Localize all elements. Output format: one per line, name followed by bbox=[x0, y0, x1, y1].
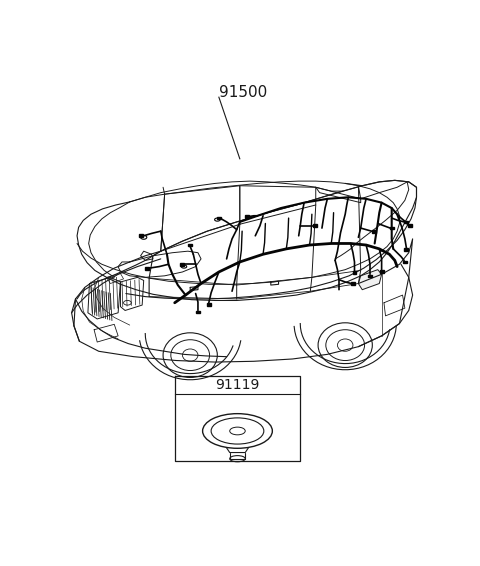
Text: 91119: 91119 bbox=[216, 378, 260, 392]
Bar bbox=[180, 263, 184, 265]
Bar bbox=[351, 282, 355, 285]
Bar bbox=[245, 215, 249, 218]
Bar bbox=[403, 261, 407, 263]
Text: 91500: 91500 bbox=[219, 85, 267, 100]
Polygon shape bbox=[359, 269, 382, 290]
Bar bbox=[313, 225, 317, 227]
Bar bbox=[145, 267, 149, 269]
Bar bbox=[405, 248, 408, 251]
Bar bbox=[368, 275, 372, 277]
Bar bbox=[404, 221, 408, 224]
Bar bbox=[372, 230, 376, 233]
Bar bbox=[390, 227, 394, 229]
Bar bbox=[196, 311, 200, 314]
Bar bbox=[188, 244, 192, 246]
Bar bbox=[380, 270, 384, 273]
Bar bbox=[207, 303, 211, 306]
Bar bbox=[353, 272, 357, 274]
Bar bbox=[408, 225, 412, 227]
Bar bbox=[217, 217, 221, 220]
Bar bbox=[139, 234, 144, 237]
